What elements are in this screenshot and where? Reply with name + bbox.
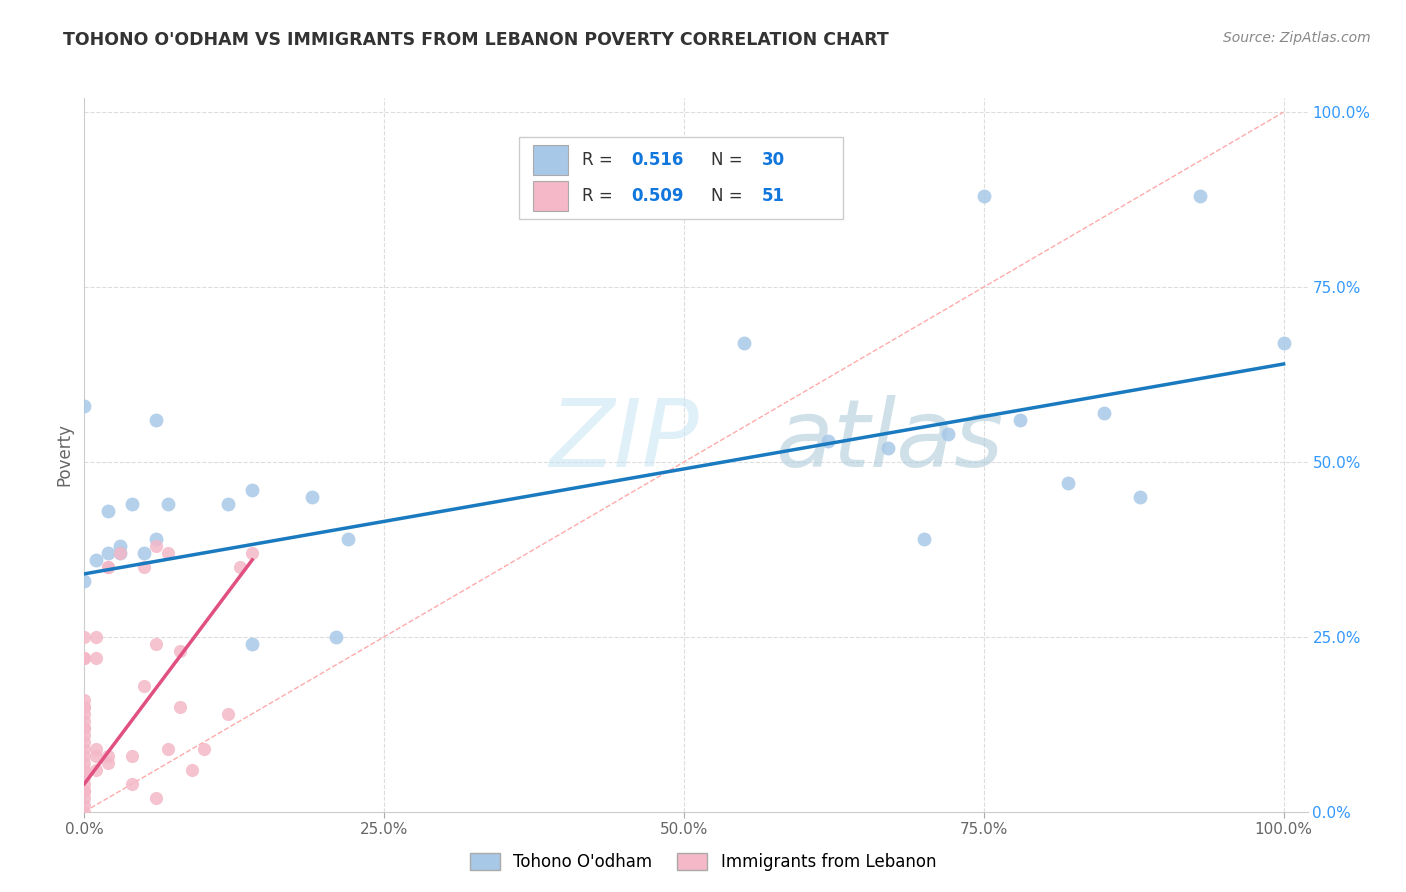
Point [157,546,180,560]
Point [121,748,143,763]
FancyBboxPatch shape [533,181,568,211]
Point [73,783,96,797]
Text: ZIP: ZIP [550,395,699,486]
Point [110,546,132,560]
Point [73,714,96,728]
Text: R =: R = [582,152,619,169]
Point [1092,406,1115,420]
Point [134,546,156,560]
Point [73,770,96,784]
Point [1188,189,1211,203]
Text: 51: 51 [762,187,785,205]
Point [169,699,191,714]
Text: Source: ZipAtlas.com: Source: ZipAtlas.com [1223,31,1371,45]
Point [86,748,108,763]
Point [73,790,96,805]
Point [1008,413,1031,427]
Point [817,434,839,448]
Point [73,777,96,791]
Point [110,539,132,553]
Point [157,497,180,511]
Point [1129,490,1152,504]
Point [86,763,108,777]
Point [97,504,120,518]
Point [73,721,96,735]
Point [229,559,252,574]
Point [73,763,96,777]
Point [73,805,96,819]
Point [134,559,156,574]
Point [240,637,263,651]
Point [73,630,96,644]
Point [73,741,96,756]
Point [912,532,935,546]
Text: 30: 30 [762,152,785,169]
Point [1056,475,1078,490]
Point [110,546,132,560]
Point [86,553,108,567]
Point [73,699,96,714]
FancyBboxPatch shape [533,145,568,175]
Point [73,650,96,665]
Point [97,748,120,763]
Point [134,679,156,693]
Point [97,756,120,770]
Point [240,546,263,560]
Point [73,693,96,707]
Point [73,783,96,797]
Point [217,497,239,511]
Point [73,756,96,770]
Point [97,546,120,560]
Point [97,559,120,574]
Point [337,532,360,546]
Point [73,783,96,797]
Point [73,748,96,763]
Y-axis label: Poverty: Poverty [55,424,73,486]
Point [301,490,323,504]
Point [193,741,215,756]
Text: 0.516: 0.516 [631,152,683,169]
Point [86,741,108,756]
Text: N =: N = [710,152,748,169]
Text: TOHONO O'ODHAM VS IMMIGRANTS FROM LEBANON POVERTY CORRELATION CHART: TOHONO O'ODHAM VS IMMIGRANTS FROM LEBANO… [63,31,889,49]
Point [157,741,180,756]
Point [73,650,96,665]
Point [145,413,167,427]
Point [181,763,204,777]
Point [145,637,167,651]
Point [73,797,96,812]
Point [973,189,995,203]
Point [169,644,191,658]
Text: atlas: atlas [776,395,1004,486]
Point [86,650,108,665]
Point [73,399,96,413]
Point [240,483,263,497]
Point [73,728,96,742]
Point [73,706,96,721]
Point [876,441,898,455]
FancyBboxPatch shape [519,137,842,219]
Point [73,763,96,777]
Point [121,777,143,791]
Point [73,574,96,588]
Point [145,532,167,546]
Point [86,630,108,644]
Point [73,735,96,749]
Point [73,721,96,735]
Point [217,706,239,721]
Point [733,336,755,351]
Text: R =: R = [582,187,619,205]
Text: N =: N = [710,187,748,205]
Point [325,630,347,644]
Legend: Tohono O'odham, Immigrants from Lebanon: Tohono O'odham, Immigrants from Lebanon [461,845,945,880]
Point [121,497,143,511]
Point [936,426,959,441]
Point [97,559,120,574]
Point [145,790,167,805]
Point [73,699,96,714]
Point [1272,336,1295,351]
Point [145,539,167,553]
Text: 0.509: 0.509 [631,187,683,205]
